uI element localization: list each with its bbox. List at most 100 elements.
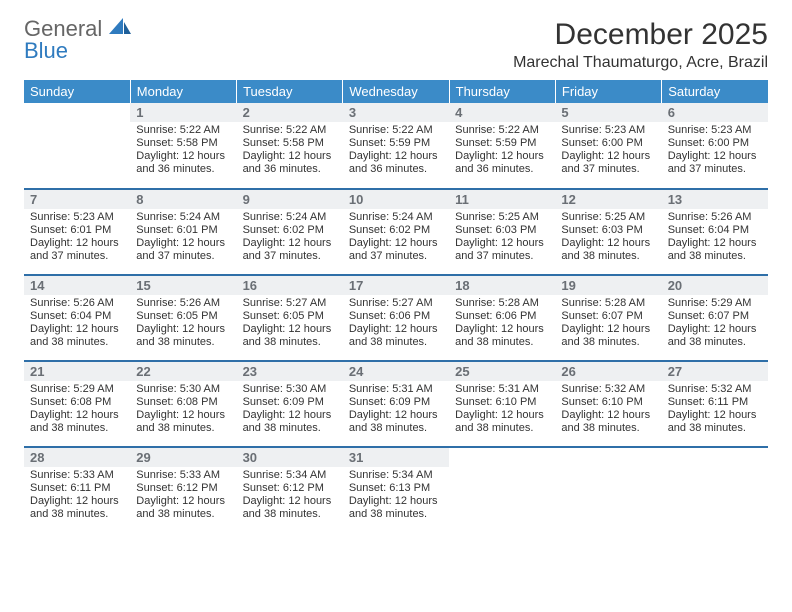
sunrise-line: Sunrise: 5:30 AM — [136, 383, 230, 396]
daylight-line: Daylight: 12 hours and 37 minutes. — [561, 150, 655, 176]
sunset-line: Sunset: 6:13 PM — [349, 482, 443, 495]
daylight-line: Daylight: 12 hours and 38 minutes. — [136, 409, 230, 435]
day-number: 26 — [555, 362, 661, 381]
calendar-day-cell: 9Sunrise: 5:24 AMSunset: 6:02 PMDaylight… — [237, 189, 343, 275]
day-details: Sunrise: 5:33 AMSunset: 6:12 PMDaylight:… — [130, 467, 236, 525]
daylight-line: Daylight: 12 hours and 36 minutes. — [243, 150, 337, 176]
calendar-day-cell: 7Sunrise: 5:23 AMSunset: 6:01 PMDaylight… — [24, 189, 130, 275]
day-number: 7 — [24, 190, 130, 209]
day-number: 17 — [343, 276, 449, 295]
sunset-line: Sunset: 6:05 PM — [136, 310, 230, 323]
sunset-line: Sunset: 6:06 PM — [349, 310, 443, 323]
location-subtitle: Marechal Thaumaturgo, Acre, Brazil — [24, 54, 768, 72]
sunset-line: Sunset: 6:06 PM — [455, 310, 549, 323]
day-number: 30 — [237, 448, 343, 467]
calendar-day-cell: 5Sunrise: 5:23 AMSunset: 6:00 PMDaylight… — [555, 103, 661, 189]
sunset-line: Sunset: 6:09 PM — [243, 396, 337, 409]
daylight-line: Daylight: 12 hours and 37 minutes. — [349, 237, 443, 263]
sunset-line: Sunset: 6:12 PM — [136, 482, 230, 495]
sunset-line: Sunset: 6:07 PM — [561, 310, 655, 323]
calendar-day-cell: 10Sunrise: 5:24 AMSunset: 6:02 PMDayligh… — [343, 189, 449, 275]
sunset-line: Sunset: 6:04 PM — [30, 310, 124, 323]
day-number: 28 — [24, 448, 130, 467]
day-number: 5 — [555, 103, 661, 122]
day-number: 29 — [130, 448, 236, 467]
sunset-line: Sunset: 6:01 PM — [136, 224, 230, 237]
sunset-line: Sunset: 6:05 PM — [243, 310, 337, 323]
day-number: 31 — [343, 448, 449, 467]
calendar-day-cell: 19Sunrise: 5:28 AMSunset: 6:07 PMDayligh… — [555, 275, 661, 361]
day-details: Sunrise: 5:33 AMSunset: 6:11 PMDaylight:… — [24, 467, 130, 525]
day-number: 8 — [130, 190, 236, 209]
weekday-header-row: Sunday Monday Tuesday Wednesday Thursday… — [24, 80, 768, 103]
sunset-line: Sunset: 6:04 PM — [668, 224, 762, 237]
day-details: Sunrise: 5:23 AMSunset: 6:00 PMDaylight:… — [555, 122, 661, 180]
calendar-day-cell: 15Sunrise: 5:26 AMSunset: 6:05 PMDayligh… — [130, 275, 236, 361]
calendar-day-cell: 13Sunrise: 5:26 AMSunset: 6:04 PMDayligh… — [662, 189, 768, 275]
daylight-line: Daylight: 12 hours and 38 minutes. — [455, 323, 549, 349]
day-number: 24 — [343, 362, 449, 381]
daylight-line: Daylight: 12 hours and 37 minutes. — [455, 237, 549, 263]
calendar-day-cell: 30Sunrise: 5:34 AMSunset: 6:12 PMDayligh… — [237, 447, 343, 533]
sunrise-line: Sunrise: 5:23 AM — [561, 124, 655, 137]
sunrise-line: Sunrise: 5:24 AM — [243, 211, 337, 224]
daylight-line: Daylight: 12 hours and 36 minutes. — [136, 150, 230, 176]
sunset-line: Sunset: 6:02 PM — [349, 224, 443, 237]
sunset-line: Sunset: 6:02 PM — [243, 224, 337, 237]
day-details: Sunrise: 5:30 AMSunset: 6:09 PMDaylight:… — [237, 381, 343, 439]
calendar-week-row: 21Sunrise: 5:29 AMSunset: 6:08 PMDayligh… — [24, 361, 768, 447]
day-number: 25 — [449, 362, 555, 381]
sunrise-line: Sunrise: 5:24 AM — [136, 211, 230, 224]
weekday-header: Tuesday — [237, 80, 343, 103]
weekday-header: Sunday — [24, 80, 130, 103]
sunset-line: Sunset: 6:01 PM — [30, 224, 124, 237]
day-details: Sunrise: 5:32 AMSunset: 6:11 PMDaylight:… — [662, 381, 768, 439]
day-details: Sunrise: 5:28 AMSunset: 6:06 PMDaylight:… — [449, 295, 555, 353]
sunrise-line: Sunrise: 5:26 AM — [668, 211, 762, 224]
calendar-day-cell: 12Sunrise: 5:25 AMSunset: 6:03 PMDayligh… — [555, 189, 661, 275]
day-details: Sunrise: 5:26 AMSunset: 6:05 PMDaylight:… — [130, 295, 236, 353]
calendar-day-cell: 2Sunrise: 5:22 AMSunset: 5:58 PMDaylight… — [237, 103, 343, 189]
day-details: Sunrise: 5:24 AMSunset: 6:02 PMDaylight:… — [237, 209, 343, 267]
day-number: 22 — [130, 362, 236, 381]
sunrise-line: Sunrise: 5:29 AM — [30, 383, 124, 396]
sunrise-line: Sunrise: 5:31 AM — [349, 383, 443, 396]
day-number: 23 — [237, 362, 343, 381]
sunrise-line: Sunrise: 5:23 AM — [668, 124, 762, 137]
sunset-line: Sunset: 6:00 PM — [561, 137, 655, 150]
calendar-day-cell: 11Sunrise: 5:25 AMSunset: 6:03 PMDayligh… — [449, 189, 555, 275]
logo-word-2: Blue — [24, 38, 68, 63]
calendar-day-cell: 31Sunrise: 5:34 AMSunset: 6:13 PMDayligh… — [343, 447, 449, 533]
sunset-line: Sunset: 6:00 PM — [668, 137, 762, 150]
sunset-line: Sunset: 6:11 PM — [30, 482, 124, 495]
calendar-day-cell — [662, 447, 768, 533]
sunrise-line: Sunrise: 5:33 AM — [136, 469, 230, 482]
calendar-day-cell: 6Sunrise: 5:23 AMSunset: 6:00 PMDaylight… — [662, 103, 768, 189]
weekday-header: Saturday — [662, 80, 768, 103]
calendar-day-cell: 25Sunrise: 5:31 AMSunset: 6:10 PMDayligh… — [449, 361, 555, 447]
sunset-line: Sunset: 5:59 PM — [349, 137, 443, 150]
calendar-day-cell: 20Sunrise: 5:29 AMSunset: 6:07 PMDayligh… — [662, 275, 768, 361]
sunset-line: Sunset: 5:58 PM — [243, 137, 337, 150]
calendar-day-cell: 23Sunrise: 5:30 AMSunset: 6:09 PMDayligh… — [237, 361, 343, 447]
day-number: 15 — [130, 276, 236, 295]
sunrise-line: Sunrise: 5:31 AM — [455, 383, 549, 396]
calendar-day-cell: 26Sunrise: 5:32 AMSunset: 6:10 PMDayligh… — [555, 361, 661, 447]
day-number: 16 — [237, 276, 343, 295]
sunrise-line: Sunrise: 5:33 AM — [30, 469, 124, 482]
sunrise-line: Sunrise: 5:27 AM — [349, 297, 443, 310]
daylight-line: Daylight: 12 hours and 38 minutes. — [349, 495, 443, 521]
daylight-line: Daylight: 12 hours and 38 minutes. — [243, 495, 337, 521]
calendar-week-row: 1Sunrise: 5:22 AMSunset: 5:58 PMDaylight… — [24, 103, 768, 189]
sunrise-line: Sunrise: 5:22 AM — [455, 124, 549, 137]
day-details: Sunrise: 5:27 AMSunset: 6:05 PMDaylight:… — [237, 295, 343, 353]
calendar-day-cell — [555, 447, 661, 533]
sunrise-line: Sunrise: 5:32 AM — [668, 383, 762, 396]
day-number: 19 — [555, 276, 661, 295]
calendar-day-cell: 3Sunrise: 5:22 AMSunset: 5:59 PMDaylight… — [343, 103, 449, 189]
day-details: Sunrise: 5:34 AMSunset: 6:13 PMDaylight:… — [343, 467, 449, 525]
day-number: 13 — [662, 190, 768, 209]
sunset-line: Sunset: 6:08 PM — [30, 396, 124, 409]
daylight-line: Daylight: 12 hours and 38 minutes. — [30, 409, 124, 435]
day-details: Sunrise: 5:26 AMSunset: 6:04 PMDaylight:… — [24, 295, 130, 353]
